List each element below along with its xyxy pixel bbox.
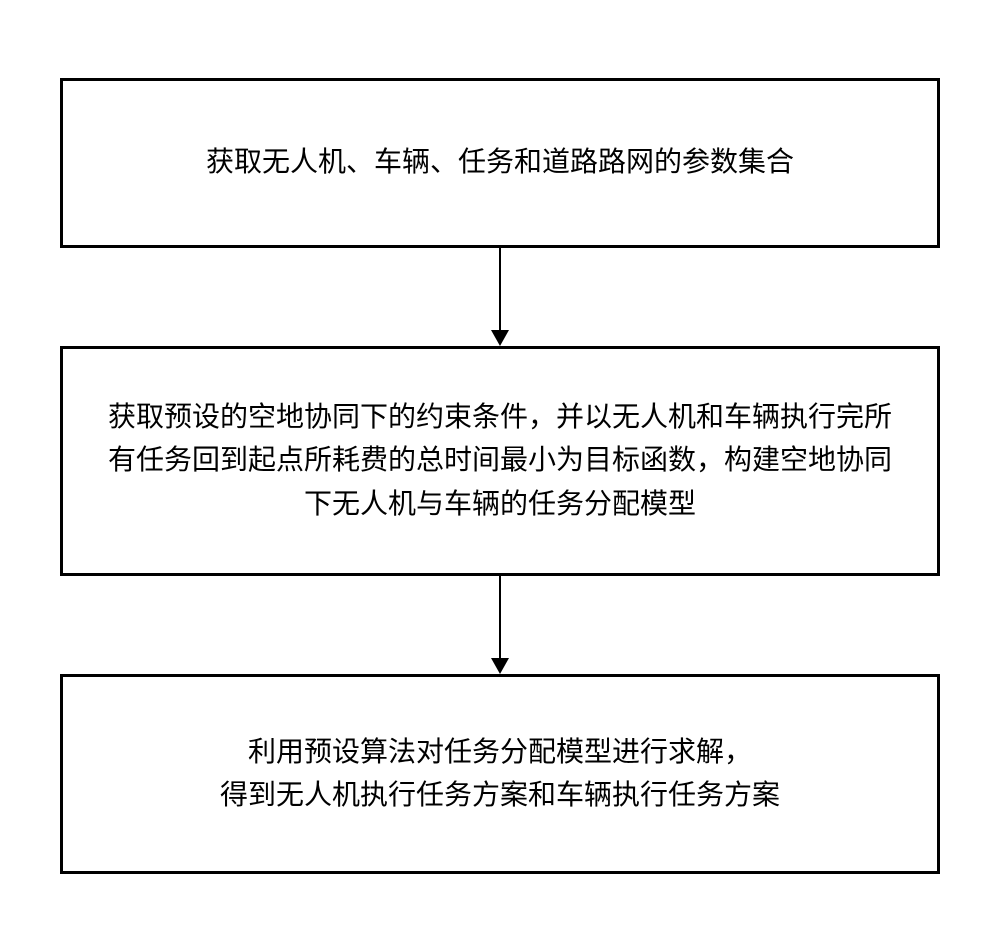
flowchart-arrow-2-head: [491, 658, 509, 674]
flowchart-node-1-text: 获取无人机、车辆、任务和道路路网的参数集合: [206, 141, 794, 184]
flowchart-arrow-1: [491, 248, 509, 346]
flowchart-arrow-1-line: [499, 248, 501, 330]
flowchart-node-3: 利用预设算法对任务分配模型进行求解， 得到无人机执行任务方案和车辆执行任务方案: [60, 674, 940, 874]
flowchart-arrow-2-line: [499, 576, 501, 658]
flowchart-node-2: 获取预设的空地协同下的约束条件，并以无人机和车辆执行完所有任务回到起点所耗费的总…: [60, 346, 940, 576]
flowchart-container: 获取无人机、车辆、任务和道路路网的参数集合 获取预设的空地协同下的约束条件，并以…: [60, 78, 940, 874]
flowchart-node-1: 获取无人机、车辆、任务和道路路网的参数集合: [60, 78, 940, 248]
flowchart-arrow-2: [491, 576, 509, 674]
flowchart-node-2-text: 获取预设的空地协同下的约束条件，并以无人机和车辆执行完所有任务回到起点所耗费的总…: [103, 396, 897, 526]
flowchart-node-3-text: 利用预设算法对任务分配模型进行求解， 得到无人机执行任务方案和车辆执行任务方案: [220, 731, 780, 818]
flowchart-arrow-1-head: [491, 330, 509, 346]
